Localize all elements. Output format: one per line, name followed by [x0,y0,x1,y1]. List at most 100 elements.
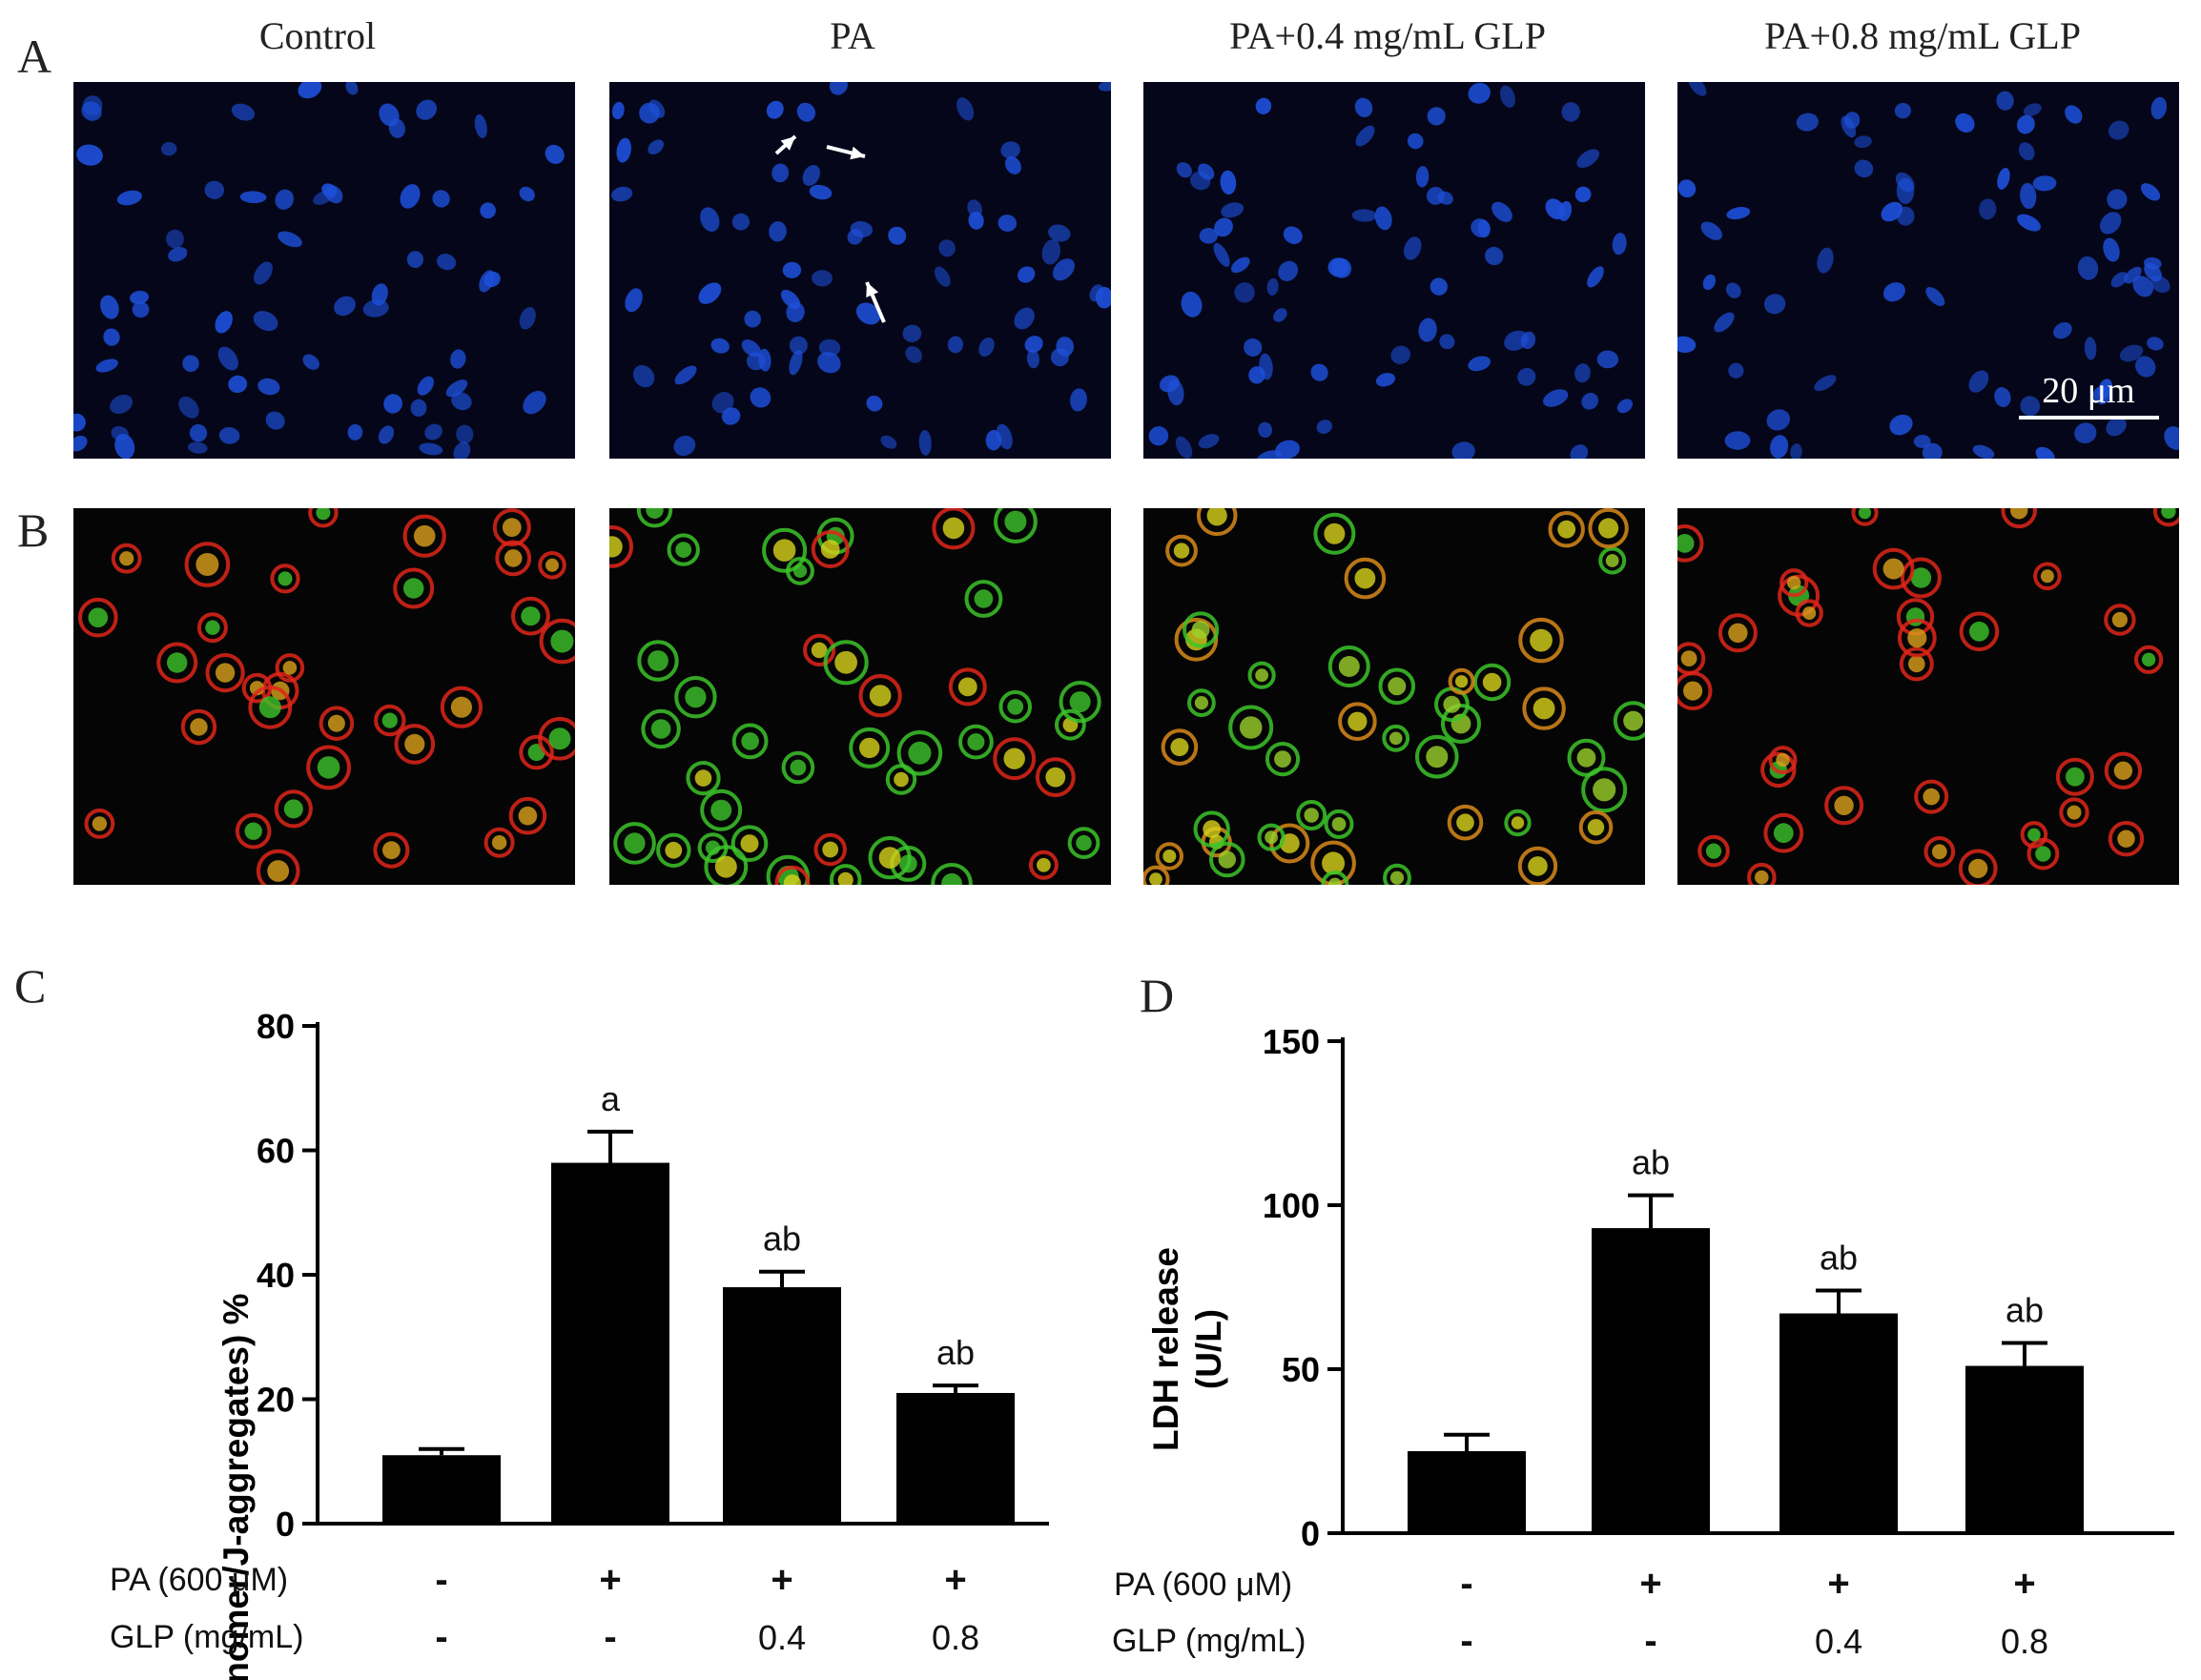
cell-membrane [1522,686,1566,730]
cell-membrane [896,729,943,776]
cell-membrane [1161,728,1199,766]
condition-pa-value: + [944,1559,966,1601]
nucleus [1766,409,1791,431]
cell-body [2117,830,2135,848]
cell-membrane [1899,646,1934,682]
nucleus [750,387,771,408]
cell-membrane [2020,821,2048,849]
nucleus [313,190,334,205]
nucleus [1997,167,2010,190]
nucleus [1889,414,1913,436]
cell-body [92,816,108,831]
arrow-head [866,282,879,297]
nucleus [1596,350,1619,369]
cell-body [1605,554,1619,567]
nucleus [1677,336,1697,353]
micrograph-a-control-background [73,82,575,459]
nucleus [2017,214,2041,232]
nucleus [362,299,389,318]
nucleus [1491,201,1512,222]
cell-membrane [440,686,483,728]
nucleus [769,221,787,242]
nucleus [1390,345,1410,364]
cell-body [859,737,880,759]
cell-membrane [1677,524,1704,563]
condition-pa-value: + [771,1559,792,1601]
cell-membrane [2104,751,2143,789]
cell-membrane [374,704,406,737]
condition-glp-value: - [1644,1620,1656,1662]
cell-membrane [1183,611,1220,648]
y-tick-label: 50 [1282,1350,1320,1389]
nucleus [1275,440,1301,459]
nucleus [110,395,134,414]
cell-body [327,714,345,732]
cell-body [382,841,401,860]
cell-body [215,663,236,683]
nucleus [639,102,660,124]
nucleus [967,199,982,218]
nucleus [1790,443,1802,459]
nucleus [189,423,208,442]
cell-body [1194,696,1208,710]
nucleus [2124,266,2142,284]
nucleus [1259,353,1273,380]
cell-membrane [1914,779,1949,814]
cell-body [1923,788,1940,806]
cell-membrane [1196,508,1238,537]
cell-membrane [1897,618,1937,658]
cell-body [1456,813,1474,831]
cell-membrane [1055,708,1086,741]
nucleus [1587,266,1604,288]
scale-bar-label: 20 μm [2042,371,2134,411]
cell-body [1206,508,1227,526]
cell-membrane [1872,547,1915,590]
arrow-head [850,146,865,160]
cell-membrane [613,822,656,865]
nucleus [1728,362,1744,379]
nucleus [1198,434,1220,449]
cell-body [381,712,398,728]
nucleus [1702,274,1717,291]
cell-membrane [1677,642,1706,675]
cell-body [205,620,220,635]
nucleus [1255,97,1272,114]
nucleus [378,425,395,444]
cell-body [2066,767,2085,787]
cell-membrane [1447,804,1484,841]
nucleus [1561,102,1580,122]
cell-membrane [1900,557,1942,599]
nucleus [334,296,356,317]
nucleus [379,103,400,127]
nucleus [1050,348,1069,367]
nucleus [2023,103,2042,116]
cell-body [491,835,507,850]
cell-body [1576,748,1596,768]
nucleus [95,359,118,373]
bar [1965,1365,2084,1533]
cell-membrane [2055,757,2094,796]
nucleus [161,141,177,156]
nucleus [1581,392,1599,410]
nucleus [1175,436,1193,459]
cell-body [820,540,840,559]
nucleus [479,270,495,293]
nucleus [673,435,696,457]
cell-membrane [84,809,115,839]
nucleus [424,423,442,440]
nucleus [345,82,359,95]
cell-membrane [492,508,531,547]
nucleus [265,411,285,430]
nucleus [1688,82,1707,96]
cell-body [1388,677,1407,696]
cell-membrane [1718,613,1758,653]
nucleus [744,310,762,328]
nucleus [1724,431,1751,450]
nucleus [1814,375,1837,392]
condition-glp-value: - [435,1616,447,1658]
cell-membrane [931,863,973,885]
cell-membrane [958,724,994,760]
arrow-head [780,136,795,151]
cell-membrane [1567,738,1606,777]
nucleus [450,349,466,369]
